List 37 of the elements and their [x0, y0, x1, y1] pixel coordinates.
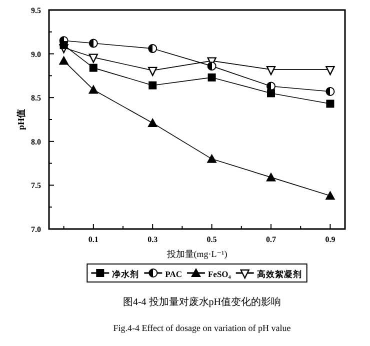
- x-tick-label: 0.7: [266, 235, 276, 244]
- y-tick-label: 9.5: [31, 6, 41, 15]
- point: [89, 64, 98, 72]
- point: [208, 73, 216, 82]
- point: [206, 154, 217, 163]
- y-tick-label: 8.5: [31, 94, 41, 103]
- point: [88, 38, 98, 48]
- point: [88, 84, 98, 94]
- point: [266, 172, 276, 182]
- y-axis-title: pH值: [16, 108, 26, 130]
- x-tick-label: 0.3: [148, 235, 158, 244]
- y-tick-label: 8.0: [31, 137, 41, 146]
- point: [148, 118, 158, 128]
- point: [58, 56, 69, 65]
- legend-label: 净水剂: [112, 269, 140, 279]
- point: [207, 62, 216, 71]
- legend-label: 高效絮凝剂: [256, 269, 302, 279]
- point: [148, 44, 158, 54]
- point: [148, 66, 158, 76]
- point: [60, 41, 68, 50]
- point: [326, 100, 334, 108]
- y-tick-label: 7.5: [31, 181, 41, 190]
- legend-label: FeSO₄: [208, 269, 232, 279]
- legend-label: PAC: [165, 269, 182, 279]
- y-tick-label: 9.0: [31, 50, 41, 59]
- point: [267, 89, 275, 98]
- point: [326, 86, 335, 96]
- point: [325, 190, 336, 200]
- point: [266, 66, 276, 76]
- x-tick-label: 0.9: [325, 235, 336, 244]
- x-tick-label: 0.1: [88, 235, 98, 244]
- point: [148, 81, 157, 90]
- point: [88, 54, 98, 63]
- x-tick-label: 0.5: [206, 235, 217, 244]
- point: [326, 66, 335, 76]
- y-tick-label: 7.0: [31, 225, 41, 234]
- x-axis-title: 投加量(mg·L⁻¹): [166, 249, 228, 259]
